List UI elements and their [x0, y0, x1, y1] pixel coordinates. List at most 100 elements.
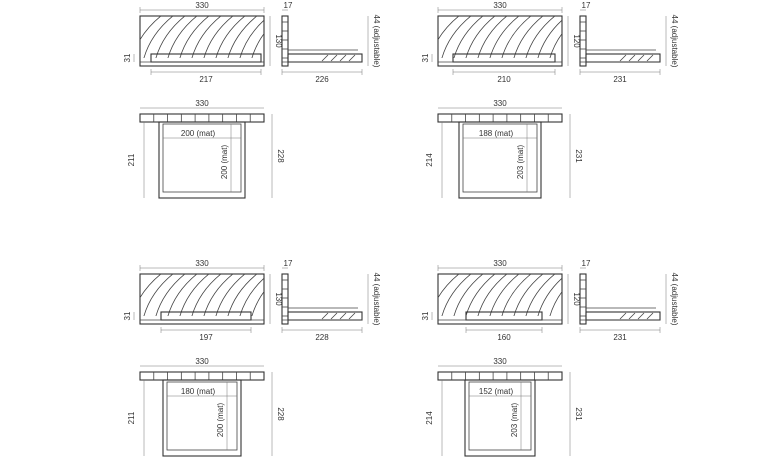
grain-stroke	[155, 16, 186, 58]
grain-stroke	[513, 16, 544, 58]
grain-stroke	[167, 274, 198, 316]
side-view: 17 44 (adjustable) 226	[281, 1, 381, 84]
plan-headboard	[437, 371, 563, 381]
grain-stroke	[140, 16, 162, 41]
grain-stroke	[525, 16, 556, 58]
hatch-stroke	[321, 54, 329, 62]
front-platform-label: 217	[199, 75, 213, 84]
front-platform-label: 197	[199, 333, 213, 342]
bed-platform	[452, 53, 556, 63]
grain-stroke	[537, 19, 562, 58]
side-height-label: 44 (adjustable)	[372, 15, 381, 68]
side-depth-label: 226	[315, 75, 329, 84]
plan-headboard	[139, 371, 265, 381]
hatch-stroke	[348, 312, 356, 320]
side-top-label: 17	[284, 1, 293, 10]
front-platform-label: 160	[497, 333, 511, 342]
front-height-label: 130	[274, 292, 283, 306]
plan-mat-length-label: 200 (mat)	[220, 145, 229, 180]
side-top-label: 17	[582, 1, 591, 10]
plan-bed-frame	[158, 121, 246, 199]
hatch-stroke	[646, 312, 654, 320]
headboard-grain	[438, 274, 562, 316]
headboard-post	[579, 15, 587, 67]
grain-stroke	[477, 16, 508, 58]
plan-depth-right-label: 231	[574, 407, 583, 421]
front-platform-label: 210	[497, 75, 511, 84]
plan-bed-frame	[162, 379, 242, 457]
grain-stroke	[549, 290, 562, 316]
grain-stroke	[489, 16, 520, 58]
hatch-stroke	[339, 54, 347, 62]
grain-stroke	[140, 274, 162, 299]
front-base-label: 31	[421, 311, 430, 320]
grain-stroke	[438, 16, 460, 41]
plan-headboard	[139, 113, 265, 123]
grain-stroke	[167, 16, 198, 58]
grain-stroke	[537, 277, 562, 316]
side-depth-label: 228	[315, 333, 329, 342]
side-height-label: 44 (adjustable)	[372, 273, 381, 326]
hatch-stroke	[637, 312, 645, 320]
hatch-stroke	[339, 312, 347, 320]
grain-stroke	[143, 16, 174, 58]
front-height-label: 120	[572, 292, 581, 306]
grain-stroke	[191, 16, 222, 58]
grain-stroke	[143, 274, 174, 316]
grain-stroke	[501, 16, 532, 58]
plan-depth-left-label: 214	[425, 411, 434, 425]
grain-stroke	[251, 32, 264, 58]
side-depth-label: 231	[613, 75, 627, 84]
grain-stroke	[525, 274, 556, 316]
headboard-outline	[437, 273, 563, 325]
plan-mat-width-label: 200 (mat)	[181, 129, 216, 138]
front-width-label: 330	[493, 1, 507, 10]
front-view: 330 130 31 197	[123, 259, 283, 342]
grain-stroke	[501, 274, 532, 316]
side-view: 17 44 (adjustable) 231	[579, 1, 679, 84]
grain-stroke	[239, 277, 264, 316]
grain-stroke	[215, 274, 246, 316]
grain-stroke	[465, 274, 496, 316]
grain-stroke	[465, 16, 496, 58]
hatch-stroke	[330, 54, 338, 62]
plan-headboard	[437, 113, 563, 123]
hatch-stroke	[321, 312, 329, 320]
headboard-post	[281, 15, 289, 67]
front-base-label: 31	[123, 53, 132, 62]
headboard-grain	[438, 16, 562, 58]
plan-depth-left-label: 211	[127, 411, 136, 424]
plan-depth-right-label: 231	[574, 149, 583, 163]
side-depth-label: 231	[613, 333, 627, 342]
grain-stroke	[489, 274, 520, 316]
grain-stroke	[179, 274, 210, 316]
grain-stroke	[549, 32, 562, 58]
plan-mat-length-label: 200 (mat)	[216, 403, 225, 438]
front-view: 330 120 31 160	[421, 259, 581, 342]
grain-stroke	[203, 274, 234, 316]
hatch-stroke	[619, 54, 627, 62]
side-height-label: 44 (adjustable)	[670, 273, 679, 326]
plan-mat-length-label: 203 (mat)	[510, 403, 519, 438]
plan-depth-left-label: 211	[127, 153, 136, 166]
headboard-post	[281, 273, 289, 325]
hatch-stroke	[637, 54, 645, 62]
hatch-stroke	[628, 312, 636, 320]
grain-stroke	[453, 274, 484, 316]
plan-mat-length-label: 203 (mat)	[516, 145, 525, 180]
hatch-stroke	[628, 54, 636, 62]
grain-stroke	[477, 274, 508, 316]
hatch-stroke	[619, 312, 627, 320]
plan-mattress	[462, 123, 538, 193]
front-base-label: 31	[123, 311, 132, 320]
side-view: 17 44 (adjustable) 231	[579, 259, 679, 342]
plan-mattress	[166, 381, 238, 451]
plan-view: 180 (mat)200 (mat) 330 211 228	[127, 357, 285, 457]
bed-platform	[465, 311, 543, 321]
grain-stroke	[227, 274, 258, 316]
headboard-outline	[139, 273, 265, 325]
headboard-grain	[140, 16, 264, 58]
